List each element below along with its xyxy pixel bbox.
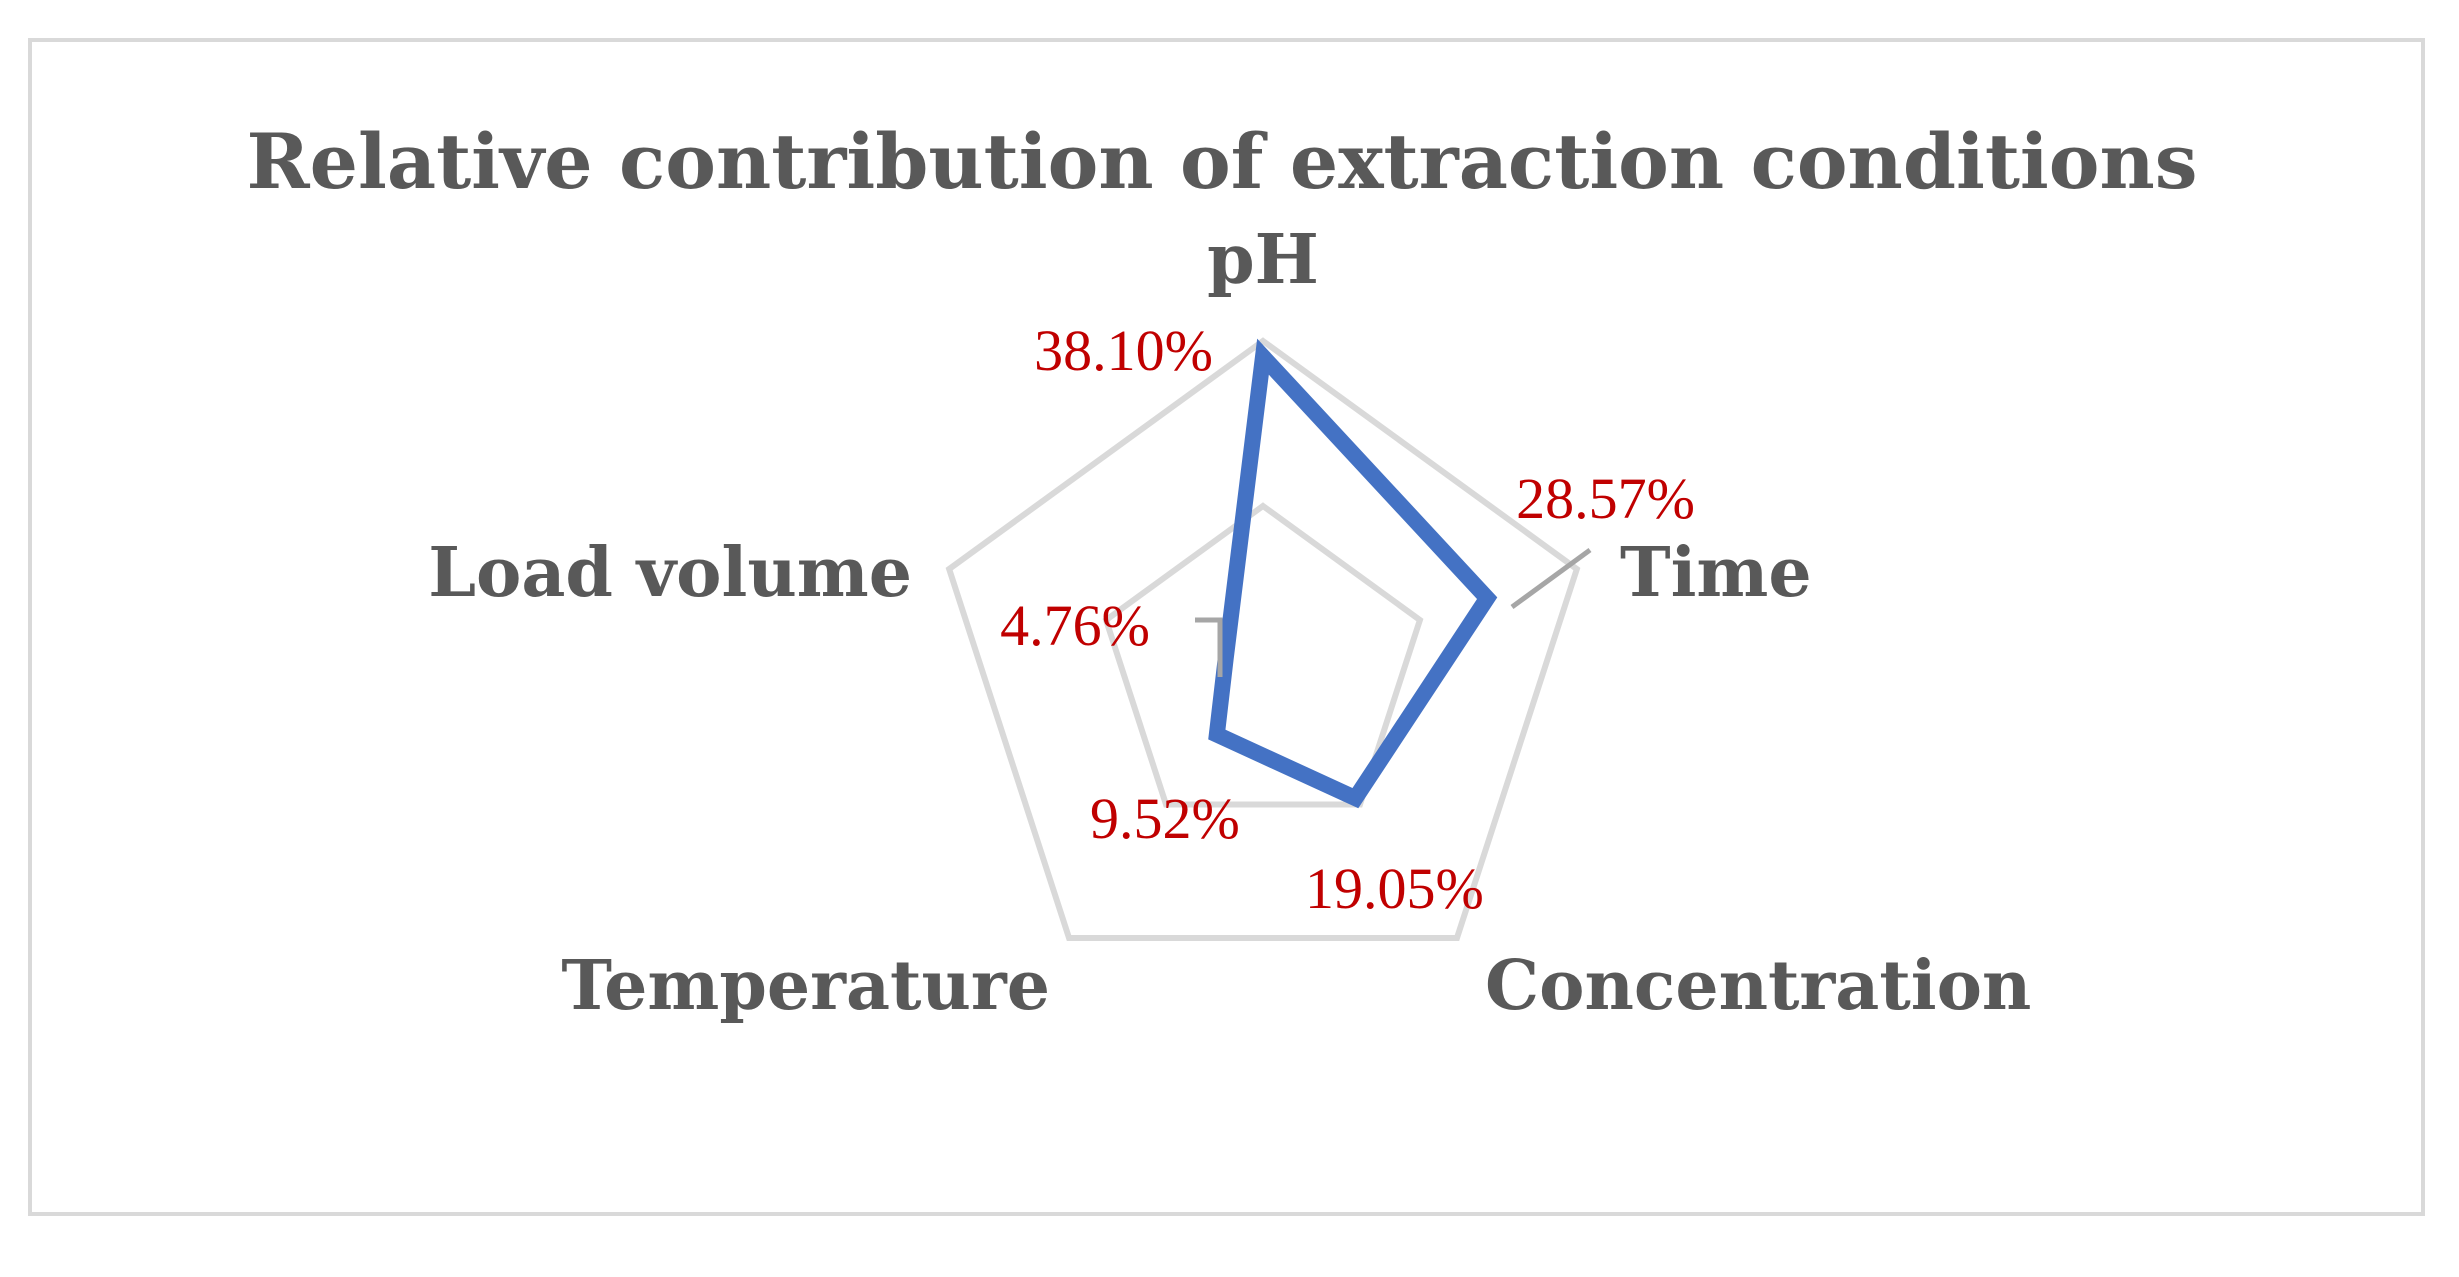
radar-grid [945, 337, 1581, 941]
axis-label-ph: pH [1207, 220, 1319, 300]
chart-title: Relative contribution of extraction cond… [246, 117, 2197, 206]
axis-label-time: Time [1620, 533, 1812, 613]
data-labels: 38.10% 28.57% 19.05% 9.52% 4.76% [1000, 318, 1695, 921]
leader-line-time [1510, 547, 1592, 610]
grid-ring-20 [1102, 502, 1424, 808]
leader-line-load-volume [1195, 617, 1223, 677]
axis-label-concentration: Concentration [1485, 946, 2031, 1026]
data-label-concentration: 19.05% [1305, 856, 1484, 921]
axis-label-load-volume: Load volume [428, 533, 912, 613]
axis-label-temperature: Temperature [561, 946, 1050, 1026]
series-line [1208, 338, 1498, 809]
data-label-ph: 38.10% [1034, 318, 1213, 383]
data-label-time: 28.57% [1516, 466, 1695, 531]
data-label-load-volume: 4.76% [1000, 593, 1150, 658]
radar-series [1208, 338, 1498, 809]
data-label-temperature: 9.52% [1090, 786, 1240, 851]
axis-labels: pH Time Concentration Temperature Load volum… [428, 220, 2031, 1026]
grid-ring-40 [945, 337, 1581, 941]
